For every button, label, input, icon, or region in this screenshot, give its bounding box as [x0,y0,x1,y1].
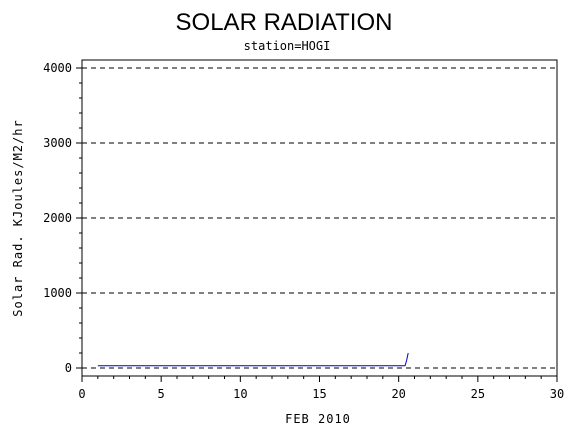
x-axis-label: FEB 2010 [285,412,351,426]
series-line [97,352,409,367]
x-tick-label: 25 [471,387,485,401]
y-tick-label: 0 [65,361,72,375]
x-tick-label: 20 [391,387,405,401]
y-tick-label: 2000 [43,211,72,225]
gridlines [82,67,557,369]
chart-subtitle: station=HOGI [244,39,331,53]
series-layer [97,352,409,367]
x-tick-label: 5 [158,387,165,401]
x-axis: 0 5 10 15 20 25 30 [78,376,564,401]
y-tick-label: 3000 [43,136,72,150]
y-tick-label: 4000 [43,61,72,75]
x-tick-label: 15 [312,387,326,401]
chart-title: SOLAR RADIATION [176,9,393,36]
x-tick-label: 30 [550,387,564,401]
x-tick-label: 0 [78,387,85,401]
y-axis-label: Solar Rad. KJoules/M2/hr [11,119,25,316]
y-axis: 0 1000 2000 3000 4000 [43,61,82,375]
x-tick-label: 10 [233,387,247,401]
y-tick-label: 1000 [43,286,72,300]
